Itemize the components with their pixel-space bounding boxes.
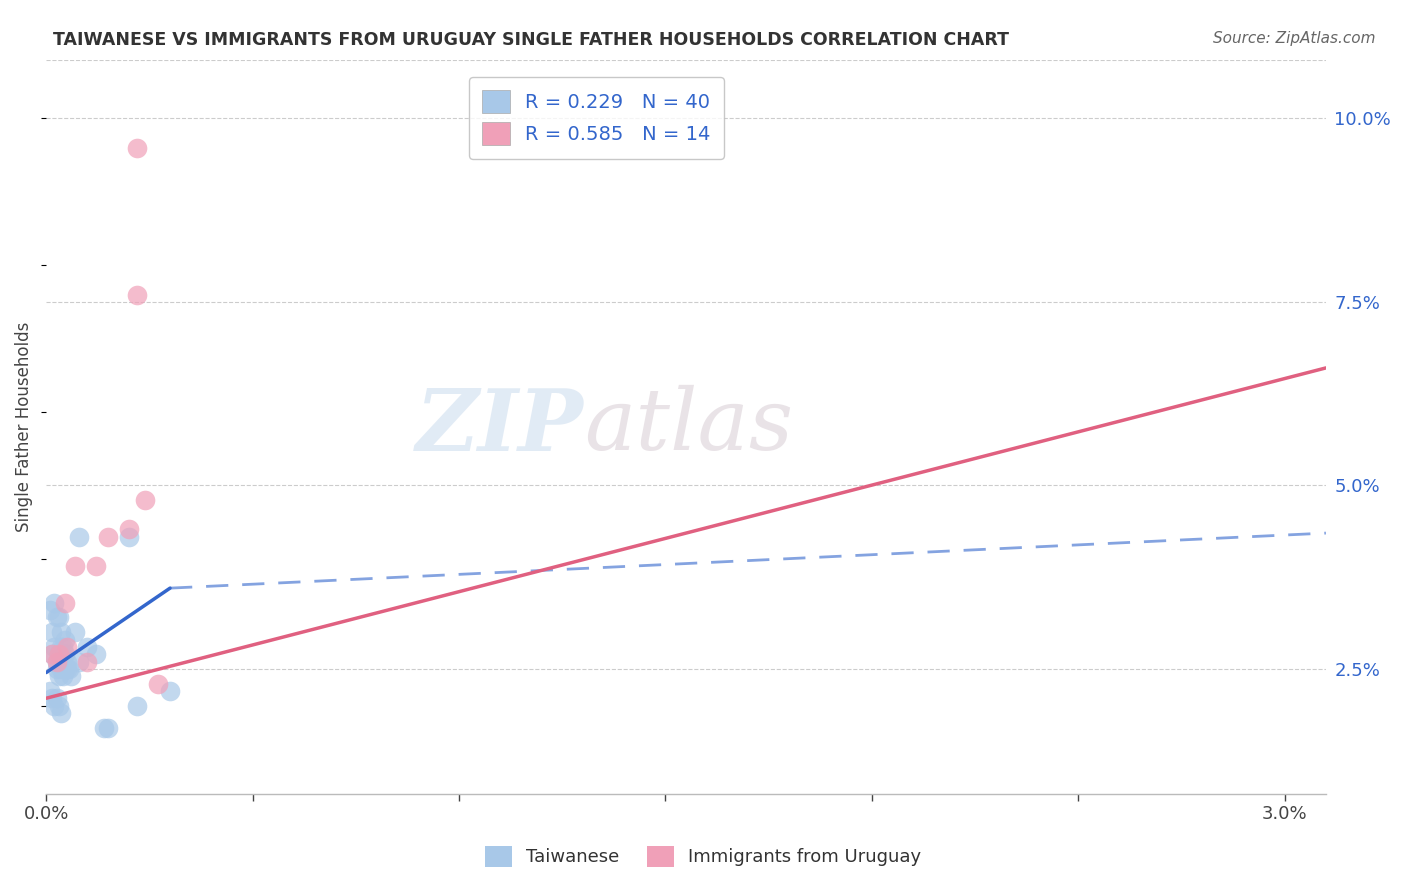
Point (67, 530, 90, 544)
Point (44, 640, 66, 654)
Legend: Taiwanese, Immigrants from Uruguay: Taiwanese, Immigrants from Uruguay (478, 838, 928, 874)
Point (48, 669, 70, 683)
Y-axis label: Single Father Households: Single Father Households (15, 321, 32, 532)
Point (97, 530, 120, 544)
Text: ZIP: ZIP (416, 384, 583, 468)
Point (49, 662, 72, 676)
Point (118, 530, 141, 544)
Point (125, 698, 148, 713)
Point (52, 655, 75, 669)
Point (41, 647, 63, 661)
Point (41, 691, 63, 706)
Point (53, 647, 76, 661)
Point (53, 662, 76, 676)
Point (84, 559, 107, 574)
Legend: R = 0.229   N = 40, R = 0.585   N = 14: R = 0.229 N = 40, R = 0.585 N = 14 (468, 77, 724, 159)
Point (44, 698, 66, 713)
Point (63, 559, 86, 574)
Point (146, 676, 169, 690)
Point (53, 596, 76, 610)
Point (58, 662, 80, 676)
Point (49, 706, 72, 720)
Point (49, 640, 72, 654)
Point (45, 655, 67, 669)
Point (97, 721, 120, 735)
Point (48, 647, 70, 661)
Point (125, 141, 148, 155)
Point (76, 640, 98, 654)
Point (56, 640, 79, 654)
Point (56, 662, 79, 676)
Point (39, 684, 62, 698)
Point (41, 647, 63, 661)
Point (159, 684, 181, 698)
Point (134, 493, 156, 508)
Point (53, 632, 76, 647)
Point (93, 721, 115, 735)
Point (52, 669, 75, 683)
Point (56, 655, 79, 669)
Point (45, 655, 67, 669)
Text: Source: ZipAtlas.com: Source: ZipAtlas.com (1212, 31, 1375, 46)
Point (49, 625, 72, 640)
Point (118, 523, 141, 537)
Text: TAIWANESE VS IMMIGRANTS FROM URUGUAY SINGLE FATHER HOUSEHOLDS CORRELATION CHART: TAIWANESE VS IMMIGRANTS FROM URUGUAY SIN… (53, 31, 1010, 49)
Text: atlas: atlas (583, 385, 793, 468)
Point (52, 640, 75, 654)
Point (59, 669, 82, 683)
Point (125, 287, 148, 301)
Point (67, 655, 90, 669)
Point (45, 662, 67, 676)
Point (44, 596, 66, 610)
Point (45, 691, 67, 706)
Point (63, 625, 86, 640)
Point (48, 647, 70, 661)
Point (76, 655, 98, 669)
Point (45, 610, 67, 624)
Point (84, 647, 107, 661)
Point (39, 603, 62, 617)
Point (48, 610, 70, 624)
Point (41, 625, 63, 640)
Point (48, 698, 70, 713)
